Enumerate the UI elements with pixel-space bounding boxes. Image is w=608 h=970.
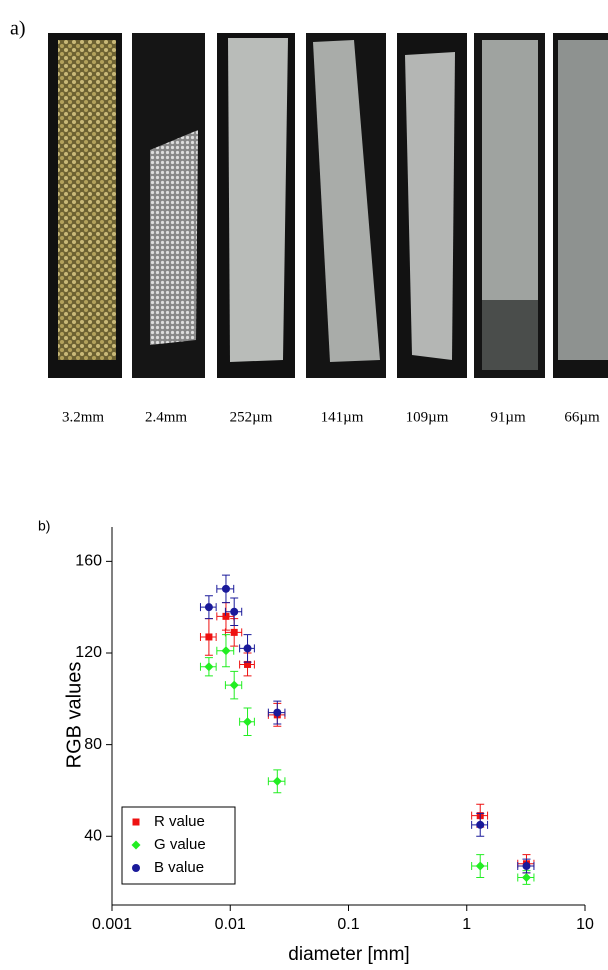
panel-label: a) bbox=[10, 18, 26, 40]
x-tick-label: 10 bbox=[576, 916, 594, 933]
legend-label: B value bbox=[154, 859, 204, 876]
sample-label: 66µm bbox=[564, 409, 600, 425]
sample-label: 2.4mm bbox=[145, 409, 187, 425]
sample-label: 3.2mm bbox=[62, 409, 104, 425]
strip bbox=[313, 40, 380, 362]
legend-marker bbox=[132, 818, 140, 826]
y-tick-label: 40 bbox=[84, 827, 102, 844]
photos bbox=[48, 33, 608, 378]
marker bbox=[243, 644, 252, 653]
marker bbox=[272, 776, 282, 786]
legend-box bbox=[121, 806, 236, 885]
strip bbox=[405, 52, 455, 360]
sample-label: 252µm bbox=[230, 409, 273, 425]
marker bbox=[204, 603, 213, 612]
marker bbox=[229, 680, 239, 690]
y-tick-label: 80 bbox=[84, 736, 102, 753]
marker bbox=[522, 862, 531, 871]
marker bbox=[230, 607, 239, 616]
legend-marker bbox=[132, 864, 140, 872]
strip-dark bbox=[482, 300, 538, 370]
x-axis-label: diameter [mm] bbox=[288, 944, 409, 965]
marker bbox=[273, 708, 282, 717]
strip bbox=[228, 38, 288, 362]
x-tick-label: 1 bbox=[462, 916, 471, 933]
marker bbox=[222, 612, 230, 620]
marker bbox=[221, 646, 231, 656]
marker bbox=[204, 662, 214, 672]
marker bbox=[243, 717, 253, 727]
panel-label: b) bbox=[38, 518, 50, 534]
marker bbox=[521, 873, 531, 883]
strip bbox=[558, 40, 608, 360]
marker bbox=[244, 660, 252, 668]
marker bbox=[205, 633, 213, 641]
sample-label: 91µm bbox=[490, 409, 526, 425]
x-tick-label: 0.01 bbox=[215, 916, 246, 933]
legend-label: R value bbox=[154, 813, 205, 830]
legend-label: G value bbox=[154, 836, 206, 853]
y-axis-label: RGB values bbox=[63, 662, 85, 769]
strip bbox=[150, 130, 198, 345]
x-tick-label: 0.001 bbox=[92, 916, 132, 933]
legend-marker bbox=[131, 840, 141, 850]
marker bbox=[221, 584, 230, 593]
y-tick-label: 160 bbox=[75, 553, 102, 570]
y-tick-label: 120 bbox=[75, 644, 102, 661]
sample-labels: 3.2mm 2.4mm 252µm 141µm 109µm 91µm 66µm bbox=[62, 409, 600, 425]
marker bbox=[230, 628, 238, 636]
sample-label: 109µm bbox=[406, 409, 449, 425]
marker bbox=[475, 861, 485, 871]
marker bbox=[476, 820, 485, 829]
x-tick-label: 0.1 bbox=[337, 916, 359, 933]
sample-label: 141µm bbox=[321, 409, 364, 425]
strip bbox=[58, 40, 116, 360]
